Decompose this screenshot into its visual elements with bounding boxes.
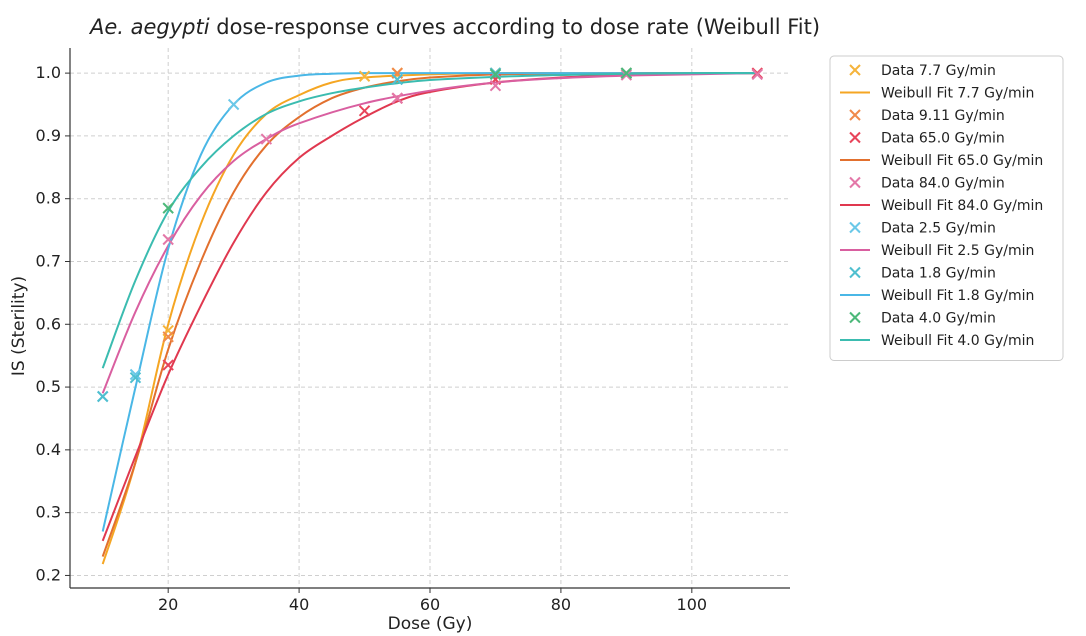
legend-item: Weibull Fit 65.0 Gy/min (840, 153, 1043, 169)
data-point-series-5 (97, 390, 109, 403)
data-point-series-3 (260, 133, 273, 145)
chart-title-rest: dose-response curves according to dose r… (210, 15, 820, 39)
legend-marker-icon (849, 266, 861, 279)
y-tick-label: 0.2 (36, 565, 61, 584)
y-tick-label: 1.0 (36, 63, 61, 82)
legend-label: Weibull Fit 65.0 Gy/min (881, 153, 1043, 169)
fit-curve-4 (101, 72, 758, 532)
x-axis-label: Dose (Gy) (388, 614, 473, 634)
legend-label: Weibull Fit 7.7 Gy/min (881, 86, 1034, 102)
data-point-series-3 (489, 79, 502, 92)
data-point-series-2 (358, 105, 371, 117)
data-point-series-3 (162, 233, 174, 246)
legend-item: Data 2.5 Gy/min (849, 221, 996, 237)
fit-curve-5 (101, 72, 758, 369)
legend-item: Weibull Fit 84.0 Gy/min (840, 198, 1043, 214)
legend-label: Weibull Fit 84.0 Gy/min (881, 198, 1043, 214)
legend-item: Data 65.0 Gy/min (849, 131, 1005, 147)
data-point-series-5 (129, 371, 142, 384)
x-tick-label: 60 (420, 595, 440, 614)
y-tick-label: 0.3 (36, 503, 61, 522)
legend-marker-icon (849, 109, 861, 121)
y-tick-label: 0.8 (36, 189, 61, 208)
x-axis-ticks: 20 40 60 80 100 (158, 588, 707, 614)
legend-marker-icon (849, 131, 861, 144)
y-tick-label: 0.5 (36, 377, 61, 396)
legend-item: Data 9.11 Gy/min (849, 108, 1005, 124)
legend-item: Weibull Fit 7.7 Gy/min (840, 86, 1034, 102)
data-point-series-4 (227, 98, 240, 111)
legend-item: Weibull Fit 4.0 Gy/min (840, 333, 1034, 349)
x-tick-label: 80 (551, 595, 571, 614)
data-point-series-6 (162, 202, 174, 214)
chart-title-species: Ae. aegypti (88, 15, 210, 39)
x-tick-label: 100 (677, 595, 708, 614)
legend-marker-icon (849, 64, 861, 76)
y-tick-label: 0.9 (36, 126, 61, 145)
data-point-series-5 (391, 73, 403, 86)
legend-label: Data 2.5 Gy/min (881, 221, 996, 237)
legend-label: Data 65.0 Gy/min (881, 131, 1005, 147)
legend-marker-icon (849, 221, 861, 234)
data-point-series-0 (358, 70, 371, 82)
data-point-series-6 (489, 68, 502, 81)
data-point-series-3 (751, 68, 763, 81)
legend: Data 7.7 Gy/min Weibull Fit 7.7 Gy/min Dat… (829, 55, 1064, 361)
data-point-series-4 (129, 368, 142, 381)
legend-item: Weibull Fit 2.5 Gy/min (840, 243, 1034, 259)
legend-label: Data 9.11 Gy/min (881, 108, 1005, 124)
fit-curves (101, 72, 758, 565)
legend-item: Data 4.0 Gy/min (849, 311, 996, 327)
legend-box (829, 55, 1064, 361)
legend-label: Data 84.0 Gy/min (881, 176, 1005, 192)
data-point-series-6 (620, 67, 633, 79)
legend-label: Weibull Fit 2.5 Gy/min (881, 243, 1034, 259)
legend-item: Data 84.0 Gy/min (849, 176, 1005, 192)
y-tick-label: 0.6 (36, 314, 61, 333)
data-point-series-3 (620, 69, 633, 81)
y-tick-label: 0.4 (36, 440, 61, 459)
data-point-series-1 (162, 331, 174, 343)
y-tick-label: 0.7 (36, 251, 61, 270)
data-markers (97, 67, 763, 403)
legend-label: Data 7.7 Gy/min (881, 63, 996, 79)
legend-marker-icon (849, 311, 861, 324)
legend-item: Data 1.8 Gy/min (849, 266, 996, 282)
data-point-series-3 (391, 92, 403, 104)
chart-title: Ae. aegypti dose-response curves accordi… (88, 15, 820, 39)
y-axis-ticks: 0.2 0.3 0.4 0.5 0.6 0.7 0.8 0.9 1.0 (36, 63, 70, 584)
legend-marker-icon (849, 176, 861, 189)
legend-label: Weibull Fit 1.8 Gy/min (881, 288, 1034, 304)
legend-label: Data 4.0 Gy/min (881, 311, 996, 327)
data-point-series-2 (162, 359, 174, 371)
legend-label: Weibull Fit 4.0 Gy/min (881, 333, 1034, 349)
legend-label: Data 1.8 Gy/min (881, 266, 996, 282)
legend-item: Weibull Fit 1.8 Gy/min (840, 288, 1034, 304)
x-tick-label: 40 (289, 595, 309, 614)
x-tick-label: 20 (158, 595, 178, 614)
grid-lines (70, 48, 790, 588)
y-axis-label: IS (Sterility) (9, 276, 29, 376)
legend-item: Data 7.7 Gy/min (849, 63, 996, 79)
